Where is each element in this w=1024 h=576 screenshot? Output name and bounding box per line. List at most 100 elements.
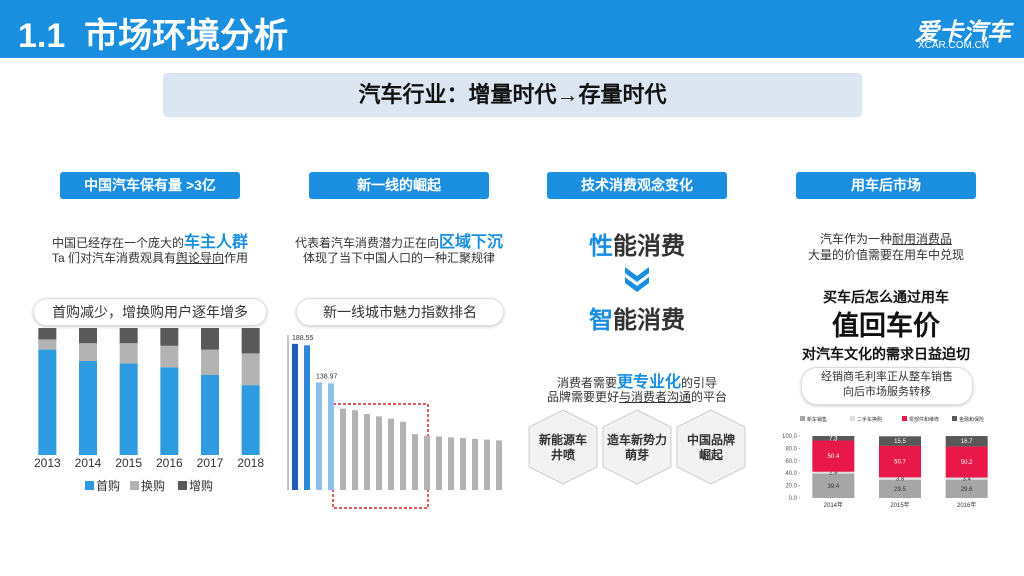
data-label: 138.97	[316, 373, 338, 380]
legend-swatch	[850, 416, 855, 421]
stacked-bar-chart: 0.0 20.0 40.0 60.0 80.0 100.0 39.4 2.9 50.4 7.3 20…	[782, 416, 988, 509]
data-label: 15.5	[894, 439, 906, 445]
data-label: 50.2	[961, 460, 973, 466]
bar	[376, 416, 382, 490]
y-tick-label: 40.0	[785, 471, 797, 477]
hex-label: 崛起	[698, 448, 723, 462]
hex-label: 新能源车	[538, 433, 587, 447]
text: Ta 们对汽车消费观具有	[51, 251, 176, 265]
bar-segment	[945, 477, 988, 480]
legend-swatch	[952, 416, 957, 421]
text: 的平台	[691, 390, 728, 404]
underline-text: 耐用消费品	[892, 232, 953, 246]
legend-swatch	[902, 416, 907, 421]
text: 体现了当下中国人口的一种汇聚规律	[302, 251, 495, 265]
x-tick-label: 2013	[34, 456, 61, 470]
bar-segment	[38, 349, 57, 455]
text: 中国已经存在一个庞大的	[51, 236, 184, 250]
chevron-icon	[625, 267, 649, 292]
bar-segment	[160, 345, 179, 368]
emphasis: 值回车价	[832, 311, 940, 341]
bar-segment	[812, 471, 855, 474]
x-tick-label: 2018	[237, 456, 264, 470]
y-tick-label: 100.0	[782, 434, 798, 440]
bar-segment	[241, 385, 260, 455]
y-tick-label: 0.0	[789, 496, 798, 502]
bar-segment	[119, 343, 138, 364]
bar-segment	[945, 479, 988, 498]
text: 作用	[224, 251, 249, 265]
legend-label: 二手车换购	[857, 416, 882, 423]
bar	[292, 343, 298, 490]
text: 大量的价值需要在用车中兑现	[807, 248, 964, 262]
pill-text: 向后市场服务转移	[843, 386, 931, 398]
bar	[352, 410, 358, 490]
bar-segment	[241, 328, 260, 354]
hexagon	[676, 409, 746, 485]
hexagon	[602, 409, 672, 485]
highlight: 性	[589, 233, 613, 260]
legend-swatch	[85, 481, 94, 490]
bar	[340, 408, 346, 490]
bar-segment	[79, 361, 97, 455]
x-tick-label: 2017	[197, 456, 224, 470]
text: 消费者需要	[556, 376, 617, 390]
pill: 首购减少，增换购用户逐年增多	[33, 298, 267, 326]
x-tick-label: 2015年	[890, 501, 909, 509]
bar-segment	[241, 353, 260, 386]
bar	[316, 382, 322, 490]
bar	[304, 345, 310, 490]
pill-text: 经销商毛利率正从整车销售	[821, 371, 953, 383]
text: 代表着汽车消费潜力正在向	[294, 236, 439, 250]
bar-segment	[879, 477, 921, 480]
question: 对汽车文化的需求日益迫切	[802, 346, 970, 362]
legend-swatch	[178, 481, 187, 490]
hexagon	[528, 409, 598, 485]
y-tick-label: 60.0	[785, 459, 797, 465]
bar-segment	[160, 328, 179, 346]
bar-segment	[201, 374, 219, 455]
hex-label: 井喷	[550, 448, 575, 462]
bar-segment	[945, 446, 988, 478]
bar-segment	[79, 328, 97, 344]
column-heading: 新一线的崛起	[309, 172, 489, 199]
header-bar	[0, 0, 1024, 58]
bar-chart: 188.55 138.97	[287, 335, 502, 509]
bar	[472, 438, 478, 490]
y-tick-label: 20.0	[785, 484, 797, 490]
logo-sub: XCAR.COM.CN	[918, 40, 990, 51]
bar	[424, 435, 430, 490]
bar	[412, 434, 418, 490]
bar	[436, 436, 442, 490]
legend-label: 增购	[189, 478, 213, 493]
column-heading: 技术消费观念变化	[547, 172, 727, 199]
bar-segment	[812, 440, 855, 472]
data-label: 39.4	[827, 484, 839, 490]
bar-segment	[812, 473, 855, 498]
column-heading: 用车后市场	[796, 172, 976, 199]
data-label: 188.55	[292, 335, 314, 342]
x-tick-label: 2014	[75, 456, 102, 470]
text: 能消费	[613, 307, 685, 334]
bar-segment	[201, 349, 219, 375]
data-label: 3.8	[896, 477, 905, 483]
text: 汽车作为一种	[819, 232, 892, 246]
column-heading: 中国汽车保有量 >3亿	[60, 172, 240, 199]
legend-label: 首购	[96, 478, 120, 493]
bar-segment	[38, 339, 57, 350]
bar-segment	[119, 363, 138, 455]
legend-label: 换购	[141, 478, 165, 493]
legend-label: 金融和保险	[959, 416, 984, 423]
stacked-bar-chart: 2013 2014 2015 2016 2017 2018 首购 换购 增购	[34, 328, 264, 493]
legend-label: 新车销售	[807, 416, 827, 423]
text: 能消费	[613, 233, 685, 260]
bar-segment	[945, 436, 988, 447]
bar-segment	[879, 445, 921, 478]
hex-label: 中国品牌	[686, 433, 735, 447]
bar-segment	[160, 367, 179, 455]
bar	[328, 383, 334, 490]
text: 的引导	[681, 376, 718, 390]
data-label: 2.9	[829, 471, 838, 477]
question: 买车后怎么通过用车	[823, 289, 949, 305]
banner: 汽车行业：增量时代→存量时代	[163, 73, 862, 117]
